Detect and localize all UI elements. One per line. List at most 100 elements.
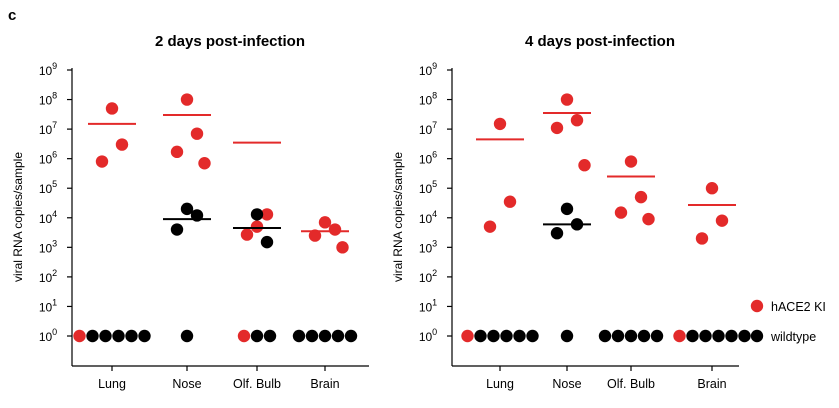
y-tick-label: 108 [419, 91, 437, 108]
data-point-hace2 [198, 157, 211, 170]
data-point-hace2 [461, 329, 474, 343]
data-point-hace2 [105, 102, 119, 115]
data-point-hace2 [642, 212, 655, 226]
data-point-hace2 [190, 127, 204, 140]
data-point-wildtype [125, 329, 138, 343]
data-point-wildtype [292, 329, 306, 343]
data-point-hace2 [483, 220, 497, 233]
data-point-hace2 [180, 93, 194, 106]
x-tick-label: Nose [552, 377, 581, 391]
data-point-wildtype [99, 329, 112, 343]
data-point-hace2 [493, 117, 507, 131]
data-point-wildtype [650, 329, 664, 343]
y-tick-label: 107 [419, 120, 437, 137]
data-point-wildtype [526, 329, 539, 343]
y-tick-label: 108 [39, 91, 57, 108]
y-tick-label: 109 [419, 61, 437, 78]
x-tick-label: Brain [697, 377, 726, 391]
y-tick-label: 106 [419, 150, 437, 167]
y-tick-label: 100 [39, 327, 57, 344]
data-point-hace2 [715, 214, 729, 227]
data-point-wildtype [305, 329, 319, 343]
data-point-hace2 [503, 195, 517, 208]
data-point-hace2 [673, 329, 686, 343]
y-tick-label: 105 [39, 179, 57, 196]
data-point-wildtype [112, 329, 125, 343]
data-point-wildtype [263, 329, 277, 343]
legend-label: wildtype [770, 330, 816, 344]
data-point-hace2 [624, 155, 638, 168]
data-point-wildtype [170, 223, 184, 236]
y-tick-label: 100 [419, 327, 437, 344]
panel-letter: c [8, 7, 16, 24]
legend-marker [750, 299, 764, 313]
data-point-wildtype [624, 329, 638, 343]
data-point-wildtype [250, 208, 264, 221]
y-tick-label: 104 [419, 209, 437, 226]
data-point-wildtype [637, 329, 651, 343]
data-point-wildtype [138, 329, 151, 343]
data-point-wildtype [699, 329, 712, 343]
data-point-wildtype [712, 329, 725, 343]
data-point-hace2 [560, 93, 574, 106]
data-point-wildtype [180, 329, 194, 343]
x-tick-label: Nose [172, 377, 201, 391]
y-axis-label: viral RNA copies/sample [391, 152, 405, 282]
data-point-hace2 [240, 228, 254, 241]
data-point-wildtype [560, 202, 574, 216]
data-point-wildtype [331, 329, 345, 343]
data-point-wildtype [318, 329, 332, 343]
data-point-wildtype [738, 329, 751, 343]
data-point-wildtype [260, 235, 274, 249]
data-point-hace2 [336, 241, 349, 254]
y-tick-label: 101 [419, 297, 437, 314]
data-point-hace2 [634, 190, 648, 204]
y-tick-label: 101 [39, 297, 57, 314]
x-tick-label: Lung [98, 377, 126, 391]
chart-title: 2 days post-infection [155, 33, 305, 50]
data-point-hace2 [570, 114, 584, 127]
data-point-hace2 [308, 229, 322, 242]
data-point-hace2 [170, 145, 184, 159]
data-point-wildtype [550, 227, 564, 240]
data-point-hace2 [237, 329, 251, 343]
data-point-hace2 [328, 223, 342, 236]
data-point-hace2 [95, 155, 109, 168]
y-tick-label: 103 [419, 238, 437, 255]
data-point-hace2 [705, 182, 719, 195]
y-tick-label: 109 [39, 61, 57, 78]
data-point-wildtype [725, 329, 738, 343]
data-point-wildtype [250, 329, 264, 343]
data-point-wildtype [560, 329, 574, 343]
data-point-hace2 [614, 206, 628, 219]
y-tick-label: 105 [419, 179, 437, 196]
x-tick-label: Brain [310, 377, 339, 391]
data-point-wildtype [344, 329, 358, 343]
chart-panel-4-days: 4 days post-infection viral RNA copies/sa… [391, 33, 751, 391]
data-point-hace2 [115, 138, 129, 151]
data-point-wildtype [686, 329, 699, 343]
data-point-hace2 [73, 329, 86, 343]
data-point-hace2 [550, 121, 564, 135]
legend-label: hACE2 KI [771, 300, 826, 314]
legend-marker [750, 329, 764, 343]
data-point-hace2 [318, 216, 332, 229]
y-tick-label: 106 [39, 150, 57, 167]
y-tick-label: 104 [39, 209, 57, 226]
y-tick-label: 102 [39, 268, 57, 285]
y-tick-label: 103 [39, 238, 57, 255]
data-point-wildtype [487, 329, 500, 343]
x-tick-label: Olf. Bulb [607, 377, 655, 391]
data-point-wildtype [598, 329, 612, 343]
data-point-hace2 [695, 232, 709, 245]
data-point-wildtype [513, 329, 526, 343]
x-tick-label: Lung [486, 377, 514, 391]
data-point-hace2 [260, 208, 274, 221]
chart-panel-2-days: 2 days post-infection viral RNA copies/sa… [11, 33, 369, 391]
x-tick-label: Olf. Bulb [233, 377, 281, 391]
data-point-wildtype [611, 329, 625, 343]
y-axis-label: viral RNA copies/sample [11, 152, 25, 282]
data-point-wildtype [500, 329, 513, 343]
data-point-hace2 [578, 159, 591, 172]
